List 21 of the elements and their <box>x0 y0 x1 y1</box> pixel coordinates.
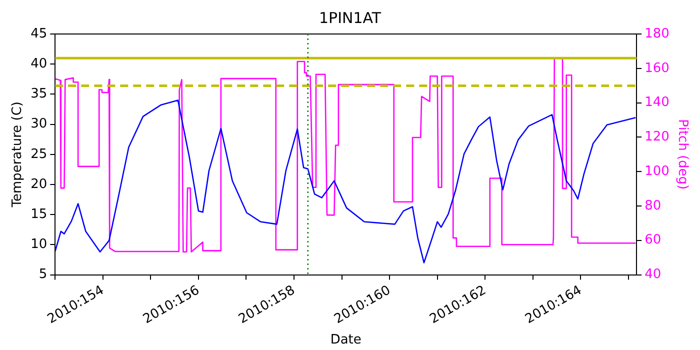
y-tick-label: 35 <box>30 86 48 102</box>
y2-tick-label: 60 <box>644 232 662 248</box>
y-tick-label: 10 <box>30 237 48 252</box>
y-tick-label: 15 <box>30 206 48 222</box>
x-axis-title: Date <box>330 332 362 348</box>
y2-tick-label: 180 <box>644 26 670 42</box>
y-tick-label: 25 <box>30 146 48 162</box>
y2-tick-label: 160 <box>644 60 670 76</box>
y-tick-label: 5 <box>38 267 48 282</box>
y-tick-label: 45 <box>30 26 48 42</box>
y-tick-label: 30 <box>30 116 48 132</box>
y2-axis-title: Pitch (deg) <box>674 119 690 190</box>
y2-tick-label: 40 <box>644 267 662 282</box>
y-tick-label: 20 <box>30 176 48 192</box>
y2-tick-label: 100 <box>644 164 670 179</box>
y2-tick-label: 80 <box>644 198 662 214</box>
y-axis-title: Temperature (C) <box>10 102 26 208</box>
y2-tick-label: 140 <box>644 95 670 110</box>
y-tick-label: 40 <box>30 56 48 72</box>
y2-tick-label: 120 <box>644 130 670 145</box>
chart-title: 1PIN1AT <box>318 8 382 27</box>
